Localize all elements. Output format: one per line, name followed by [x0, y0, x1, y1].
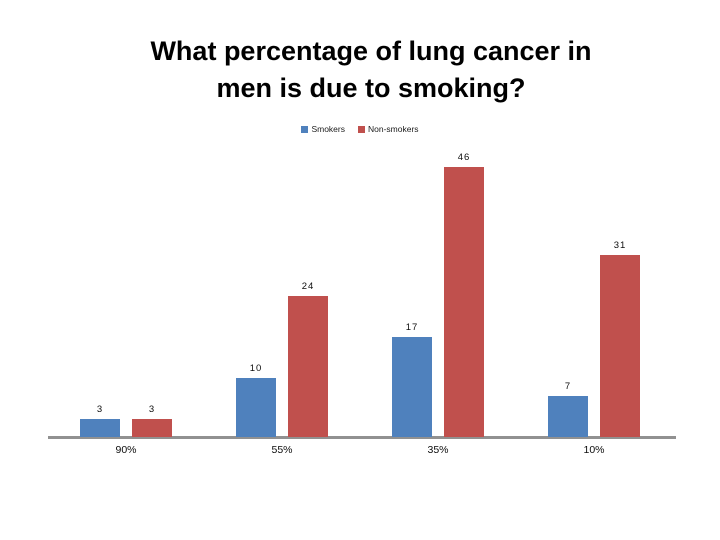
data-label: 10 [249, 363, 263, 374]
data-label: 46 [457, 152, 471, 163]
chart-title-line2: men is due to smoking? [216, 73, 526, 103]
legend-marker-icon [301, 125, 309, 133]
bar-smokers-90% [80, 419, 120, 437]
legend-marker-icon [358, 125, 365, 133]
bar-non-smokers-10% [600, 255, 640, 437]
legend-item-smokers: Smokers [301, 124, 345, 134]
bar-smokers-10% [548, 396, 588, 437]
bar-smokers-55% [236, 378, 276, 437]
data-label: 24 [301, 281, 315, 292]
chart-title: What percentage of lung cancer in men is… [22, 33, 720, 107]
bar-smokers-35% [392, 337, 432, 437]
data-label: 31 [613, 240, 627, 251]
category-label: 35% [427, 444, 449, 456]
chart-legend: Smokers Non-smokers [0, 124, 720, 134]
bar-non-smokers-55% [288, 296, 328, 437]
x-axis-line [48, 436, 676, 439]
data-label: 3 [96, 404, 104, 415]
category-label: 55% [271, 444, 293, 456]
bar-non-smokers-90% [132, 419, 172, 437]
bar-non-smokers-35% [444, 167, 484, 437]
chart-title-line1: What percentage of lung cancer in [150, 36, 592, 66]
category-label: 90% [115, 444, 137, 456]
legend-label: Non-smokers [368, 124, 419, 134]
category-label: 10% [583, 444, 605, 456]
legend-label: Smokers [311, 124, 345, 134]
data-label: 17 [405, 322, 419, 333]
legend-item-non-smokers: Non-smokers [358, 124, 419, 134]
data-label: 7 [564, 381, 572, 392]
data-label: 3 [148, 404, 156, 415]
